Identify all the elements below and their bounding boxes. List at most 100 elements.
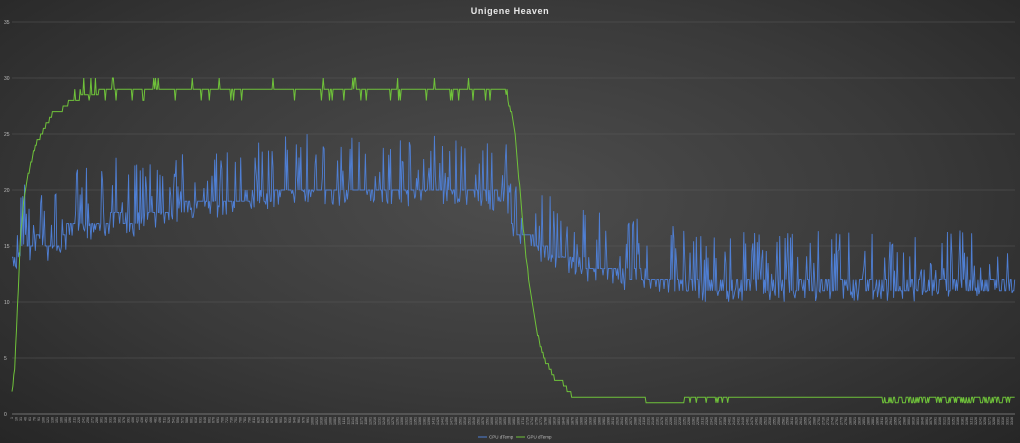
x-tick-label: 3346 xyxy=(1010,417,1014,425)
x-tick-label: 736 xyxy=(230,417,234,423)
x-tick-label: 391 xyxy=(127,417,131,423)
x-tick-label: 1336 xyxy=(409,417,413,425)
x-tick-label: 1066 xyxy=(328,417,332,425)
x-tick-label: 781 xyxy=(243,417,247,423)
x-tick-label: 856 xyxy=(266,417,270,423)
x-tick-label: 241 xyxy=(82,417,86,423)
x-tick-label: 1351 xyxy=(414,417,418,425)
x-tick-label: 196 xyxy=(68,417,72,423)
series-line-gpu-dtemp xyxy=(11,77,1015,404)
x-tick-label: 2266 xyxy=(687,417,691,425)
x-tick-label: 2881 xyxy=(871,417,875,425)
y-axis-ticks: 0 5 10 15 20 25 30 35 xyxy=(4,20,10,418)
x-tick-label: 2926 xyxy=(884,417,888,425)
x-tick-label: 2611 xyxy=(790,417,794,425)
x-tick-label: 2296 xyxy=(696,417,700,425)
x-tick-label: 1966 xyxy=(597,417,601,425)
x-tick-label: 1 xyxy=(10,417,14,419)
x-tick-label: 1816 xyxy=(553,417,557,425)
x-tick-label: 631 xyxy=(198,417,202,423)
x-tick-label: 1756 xyxy=(535,417,539,425)
x-tick-label: 3301 xyxy=(997,417,1001,425)
x-tick-label: 1666 xyxy=(508,417,512,425)
x-tick-label: 1546 xyxy=(472,417,476,425)
x-tick-label: 286 xyxy=(95,417,99,423)
x-tick-label: 2311 xyxy=(701,417,705,425)
x-tick-label: 2371 xyxy=(718,417,722,425)
x-tick-label: 1561 xyxy=(476,417,480,425)
x-tick-label: 1216 xyxy=(373,417,377,425)
x-tick-label: 2941 xyxy=(889,417,893,425)
x-tick-label: 2716 xyxy=(822,417,826,425)
x-tick-label: 346 xyxy=(113,417,117,423)
x-tick-label: 541 xyxy=(171,417,175,423)
x-tick-label: 1636 xyxy=(499,417,503,425)
x-tick-label: 2896 xyxy=(875,417,879,425)
x-tick-label: 3241 xyxy=(979,417,983,425)
x-tick-label: 3031 xyxy=(916,417,920,425)
x-tick-label: 976 xyxy=(301,417,305,423)
x-tick-label: 661 xyxy=(207,417,211,423)
x-tick-label: 2461 xyxy=(745,417,749,425)
x-tick-label: 1036 xyxy=(319,417,323,425)
x-tick-label: 2551 xyxy=(772,417,776,425)
x-tick-label: 841 xyxy=(261,417,265,423)
x-tick-label: 2491 xyxy=(754,417,758,425)
x-tick-label: 1831 xyxy=(557,417,561,425)
x-tick-label: 2656 xyxy=(804,417,808,425)
x-tick-label: 2761 xyxy=(835,417,839,425)
x-tick-label: 766 xyxy=(239,417,243,423)
x-tick-label: 436 xyxy=(140,417,144,423)
x-tick-label: 2401 xyxy=(727,417,731,425)
x-tick-label: 2581 xyxy=(781,417,785,425)
x-tick-label: 1981 xyxy=(602,417,606,425)
x-tick-label: 1051 xyxy=(324,417,328,425)
x-tick-label: 916 xyxy=(283,417,287,423)
x-tick-label: 1096 xyxy=(337,417,341,425)
x-tick-label: 2221 xyxy=(674,417,678,425)
x-tick-label: 3061 xyxy=(925,417,929,425)
x-tick-label: 1651 xyxy=(503,417,507,425)
x-tick-label: 1681 xyxy=(512,417,516,425)
x-tick-label: 136 xyxy=(50,417,54,423)
x-tick-label: 616 xyxy=(194,417,198,423)
x-tick-label: 46 xyxy=(23,417,27,421)
x-tick-label: 2176 xyxy=(660,417,664,425)
x-tick-label: 1441 xyxy=(440,417,444,425)
x-tick-label: 1711 xyxy=(521,417,525,425)
chart-title: Unigene Heaven xyxy=(471,6,549,16)
x-tick-label: 3166 xyxy=(956,417,960,425)
x-tick-label: 571 xyxy=(180,417,184,423)
y-tick-label: 30 xyxy=(4,76,10,82)
x-tick-label: 2641 xyxy=(799,417,803,425)
x-tick-label: 301 xyxy=(100,417,104,423)
x-tick-label: 1531 xyxy=(467,417,471,425)
x-tick-label: 2431 xyxy=(736,417,740,425)
x-tick-label: 1126 xyxy=(346,417,350,425)
x-tick-label: 871 xyxy=(270,417,274,423)
x-tick-label: 1576 xyxy=(481,417,485,425)
x-tick-label: 1906 xyxy=(579,417,583,425)
x-tick-label: 2416 xyxy=(732,417,736,425)
x-tick-label: 511 xyxy=(162,417,166,423)
x-tick-label: 2191 xyxy=(665,417,669,425)
x-tick-label: 496 xyxy=(158,417,162,423)
x-tick-label: 3136 xyxy=(947,417,951,425)
x-tick-label: 2386 xyxy=(723,417,727,425)
y-tick-label: 25 xyxy=(4,132,10,138)
x-tick-label: 2236 xyxy=(678,417,682,425)
x-tick-label: 721 xyxy=(225,417,229,423)
x-tick-label: 1456 xyxy=(445,417,449,425)
x-tick-label: 316 xyxy=(104,417,108,423)
x-tick-label: 1471 xyxy=(449,417,453,425)
x-tick-label: 3016 xyxy=(911,417,915,425)
x-tick-label: 961 xyxy=(297,417,301,423)
x-tick-label: 946 xyxy=(292,417,296,423)
y-tick-label: 0 xyxy=(4,412,7,418)
x-tick-label: 1501 xyxy=(458,417,462,425)
x-tick-label: 1261 xyxy=(387,417,391,425)
x-tick-label: 3211 xyxy=(970,417,974,425)
x-tick-label: 1606 xyxy=(490,417,494,425)
y-tick-label: 20 xyxy=(4,188,10,194)
